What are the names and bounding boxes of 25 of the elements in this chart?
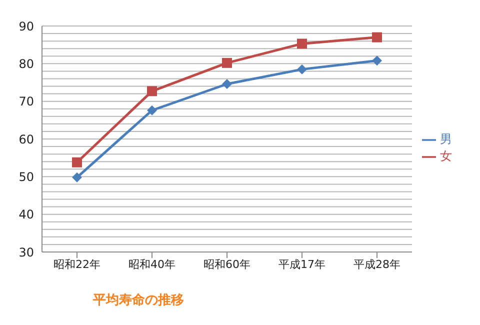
- y-tick-label: 90: [18, 19, 34, 34]
- point: [297, 38, 307, 49]
- x-tick-label: 昭和22年: [54, 258, 100, 271]
- x-tick-label: 昭和40年: [128, 258, 176, 271]
- x-tick-label: 平成17年: [278, 258, 326, 271]
- x-tick-label: 昭和60年: [204, 258, 250, 271]
- y-tick-label: 50: [18, 170, 34, 184]
- x-tick-label: 平成28年: [354, 258, 400, 271]
- point: [222, 79, 232, 90]
- text: 平均寿命の推移: [93, 292, 184, 309]
- point: [372, 32, 382, 42]
- point: [222, 58, 232, 68]
- y-tick-label: 40: [18, 208, 34, 222]
- point: [372, 56, 382, 66]
- y-tick-label: 80: [18, 56, 34, 71]
- y-tick-label: 30: [18, 245, 34, 260]
- y-tick-label: 60: [18, 132, 34, 146]
- point: [72, 172, 82, 182]
- point: [147, 105, 157, 116]
- legend-label: 女: [440, 149, 452, 163]
- point: [72, 157, 82, 168]
- point: [147, 86, 157, 96]
- y-tick-label: 70: [18, 94, 34, 109]
- legend-label: 男: [440, 132, 452, 146]
- point: [297, 64, 307, 74]
